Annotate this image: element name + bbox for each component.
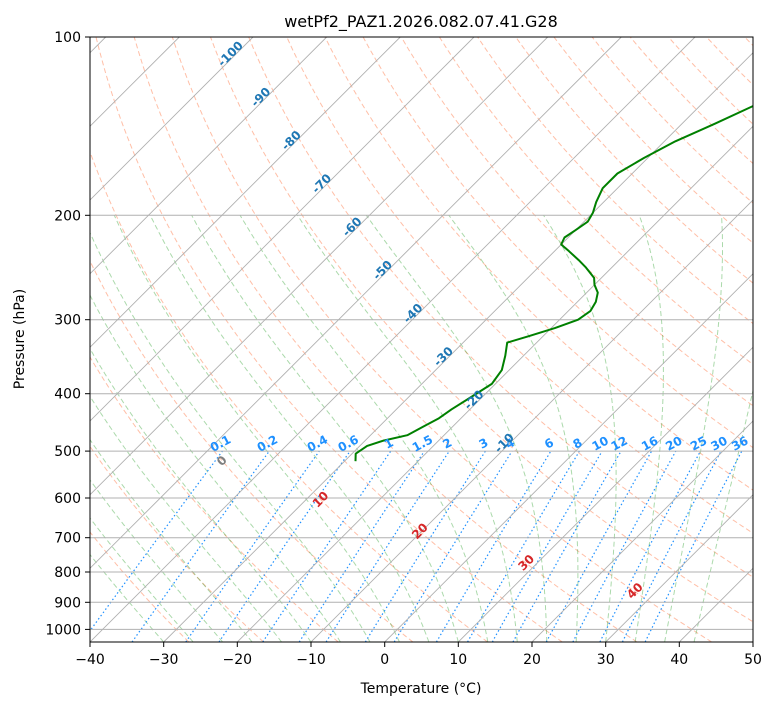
mixing-ratio-line [644,450,743,642]
mixing-ratio-label: 10 [590,433,611,453]
moist-adiabat [90,478,223,642]
x-axis-label: Temperature (°C) [360,681,482,697]
isotherm-line [457,346,753,642]
dewpoint-profile [354,104,753,462]
mixing-ratio-line [185,450,320,642]
dry-adiabat [95,37,563,642]
mixing-ratio-line [298,450,425,642]
x-tick-label: 30 [597,652,615,668]
moist-adiabat [113,215,400,642]
moist-adiabat [543,215,617,642]
chart-title: wetPf2_PAZ1.2026.082.07.41.G28 [284,12,558,32]
y-tick-label: 200 [54,208,81,224]
isotherm-line [90,37,475,422]
mixing-ratio-label: 12 [609,433,630,453]
dry-adiabat [90,445,264,642]
x-tick-label: −20 [223,652,253,668]
moist-adiabat [693,388,753,642]
dry-adiabat [133,37,638,642]
dry-adiabat [90,150,488,642]
moist-adiabat [365,215,548,642]
isotherm-line [90,37,549,496]
mixing-ratio-label: 20 [663,433,684,453]
isotherm-line [384,273,753,642]
dry-adiabat [515,37,753,284]
y-tick-label: 600 [54,491,81,507]
moist-adiabat [90,231,371,642]
gridlines [90,37,753,642]
y-tick-label: 500 [54,444,81,460]
moist-adiabat [90,553,165,642]
plot-area [90,37,753,642]
isotherm-line [90,37,401,348]
mixing-ratio-line [262,450,392,642]
moist-adiabat [90,294,341,642]
y-tick-label: 900 [54,595,81,611]
mixing-ratio-line [393,450,513,642]
isotherm-line [90,37,254,201]
moist-adiabat [664,215,723,642]
isotherm-line [90,37,328,275]
isotherm-line [310,199,753,642]
dry-adiabat [210,37,753,623]
x-tick-label: 0 [380,652,389,668]
mixing-ratio-line [325,450,450,642]
dry-adiabat [90,531,190,642]
moist-adiabat [634,215,664,642]
x-tick-label: 10 [449,652,467,668]
isotherm-line [90,37,622,569]
x-tick-label: 50 [744,652,762,668]
mixing-ratio-label: 16 [639,433,660,453]
isotherm-line [90,37,696,642]
y-axis: 100 200 300 400 500 600 700 800 900 1000 [45,30,90,638]
dry-adiabat [248,37,753,578]
x-tick-label: 40 [670,652,688,668]
mixing-ratio-label: 36 [729,433,750,453]
x-axis: −40 −30 −20 −10 0 10 20 30 40 50 [75,642,762,668]
isotherm-line [605,494,753,642]
y-tick-label: 400 [54,387,81,403]
dry-adiabat [400,37,753,407]
dry-adiabat [171,37,712,642]
isotherm-line [236,125,753,642]
mixing-ratio-line [90,450,223,632]
x-tick-label: −10 [296,652,326,668]
moist-adiabat [90,438,253,642]
mixing-ratio-label: 25 [688,433,709,453]
moist-adiabat [149,215,430,642]
y-tick-label: 100 [54,30,81,46]
y-tick-label: 800 [54,565,81,581]
isotherm-line [163,52,753,642]
mixing-ratio-line [218,450,351,642]
mixing-ratio-label: 30 [708,433,729,453]
moist-adiabat [239,215,489,642]
plot-frame [89,36,754,643]
y-tick-label: 1000 [45,622,81,638]
moist-adiabat [297,215,518,642]
mixing-ratio-line [512,450,622,642]
isotherm-line [531,420,753,642]
mixing-ratio-line [131,450,270,642]
dry-adiabat [90,356,339,642]
dry-adiabat [438,37,753,366]
x-tick-label: −40 [75,652,105,668]
profile-series [354,104,753,462]
moist-adiabat [90,347,312,642]
y-tick-label: 700 [54,531,81,547]
moist-adiabat [191,215,459,642]
x-tick-label: 20 [523,652,541,668]
x-tick-label: −30 [149,652,179,668]
mixing-ratio-line [545,450,653,642]
y-axis-label: Pressure (hPa) [12,289,28,389]
y-tick-label: 300 [54,313,81,329]
mixing-ratio-line [572,450,677,642]
moist-adiabat [90,517,194,642]
dry-adiabat [324,37,753,491]
background-lines [90,37,753,642]
